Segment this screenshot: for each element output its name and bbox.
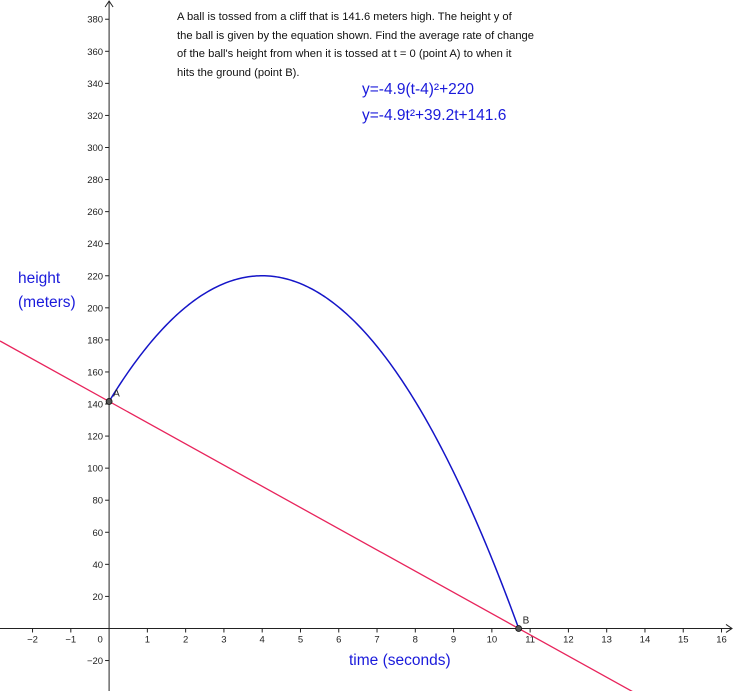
y-tick-label: 140: [87, 400, 103, 411]
y-tick-label: 220: [87, 271, 103, 282]
x-tick-label: 16: [716, 634, 727, 645]
point-A: [105, 398, 113, 405]
y-tick-label: 180: [87, 335, 103, 346]
x-tick-label: 3: [221, 634, 226, 645]
y-tick-label: −20: [87, 656, 103, 667]
y-tick-label: 160: [87, 367, 103, 378]
y-tick-label: 60: [93, 528, 104, 539]
y-tick-label: 280: [87, 175, 103, 186]
x-tick-label: 2: [183, 634, 188, 645]
problem-line: hits the ground (point B).: [177, 66, 300, 79]
x-tick-label: 8: [413, 634, 418, 645]
y-axis-title-line2: (meters): [18, 294, 76, 311]
x-tick-label: 13: [601, 634, 612, 645]
x-tick-label: 5: [298, 634, 303, 645]
y-tick-label: 360: [87, 47, 103, 58]
problem-line: of the ball's height from when it is tos…: [177, 48, 512, 60]
problem-statement: A ball is tossed from a cliff that is 14…: [177, 8, 577, 82]
y-tick-label: 120: [87, 432, 103, 443]
x-tick-label: 1: [145, 634, 150, 645]
problem-line: the ball is given by the equation shown.…: [177, 29, 534, 42]
x-tick-label: 6: [336, 634, 341, 645]
x-tick-label: 4: [260, 634, 265, 645]
y-tick-label: 200: [87, 303, 103, 314]
y-tick-label: 320: [87, 111, 103, 122]
point-label-A: A: [113, 388, 120, 399]
y-axis-arrow: [104, 0, 114, 8]
y-tick-label: 380: [87, 15, 103, 26]
y-tick-label: 240: [87, 239, 103, 250]
y-tick-label: 80: [93, 496, 104, 507]
point-B: [515, 625, 523, 632]
x-tick-label: 0: [97, 634, 102, 645]
tick-labels: −2 −1 0 1 2 3 4 5 6 7 8 9 10 11 12 13 14 15 16−20204060801…: [27, 15, 727, 667]
x-tick-label: −2: [27, 634, 38, 645]
x-axis-title: time (seconds): [349, 652, 451, 669]
x-tick-label: 7: [374, 634, 379, 645]
x-tick-label: 14: [640, 634, 651, 645]
y-tick-label: 100: [87, 464, 103, 475]
y-tick-label: 300: [87, 143, 103, 154]
x-tick-label: 9: [451, 634, 456, 645]
point-label-B: B: [523, 615, 530, 626]
x-tick-label: 15: [678, 634, 689, 645]
plot-points: AB: [105, 388, 530, 632]
y-tick-label: 340: [87, 79, 103, 90]
x-axis-arrow: [725, 624, 733, 633]
problem-line: A ball is tossed from a cliff that is 14…: [177, 11, 512, 23]
equation-standard-form: y=-4.9t²+39.2t+141.6: [362, 107, 507, 124]
y-tick-label: 20: [93, 592, 104, 603]
y-tick-label: 260: [87, 207, 103, 218]
x-tick-label: 12: [563, 634, 574, 645]
y-axis-title-line1: height: [18, 270, 61, 287]
x-tick-label: 10: [487, 634, 498, 645]
parabola-curve: [108, 275, 520, 629]
tick-marks: [32, 18, 723, 662]
equation-vertex-form: y=-4.9(t-4)²+220: [362, 81, 474, 98]
x-tick-label: −1: [65, 634, 76, 645]
y-tick-label: 40: [93, 560, 104, 571]
x-tick-label: 11: [525, 634, 535, 645]
